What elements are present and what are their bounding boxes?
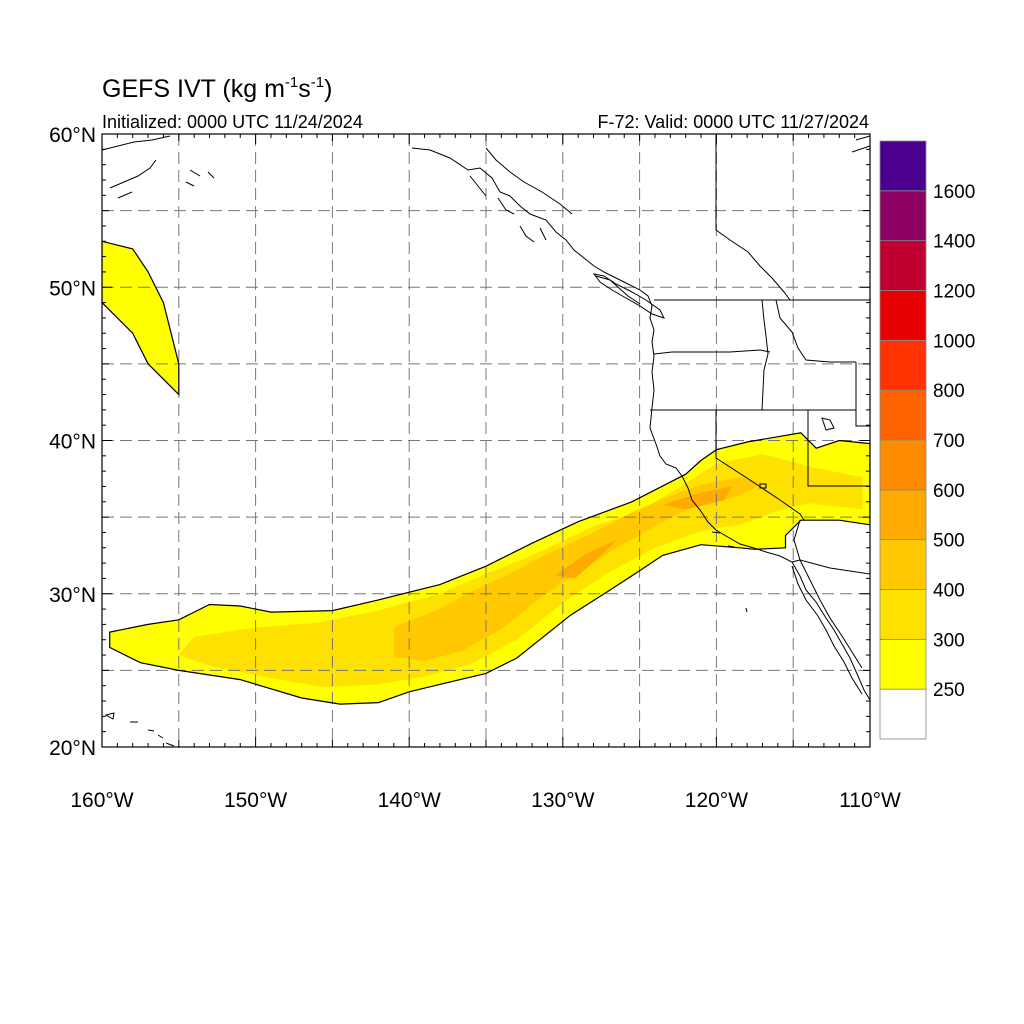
colorbar-label: 600 xyxy=(933,481,965,502)
colorbar-box xyxy=(879,489,927,541)
nevada-utah-border xyxy=(807,410,870,487)
alaska-coastline xyxy=(102,135,171,199)
valid-time: F-72: Valid: 0000 UTC 11/27/2024 xyxy=(598,112,870,132)
gulf-of-california xyxy=(791,559,863,695)
lon-tick-label: 140°W xyxy=(378,789,441,812)
vancouver-island xyxy=(592,273,665,319)
lon-tick-label: 110°W xyxy=(839,789,901,812)
lat-tick-label: 30°N xyxy=(49,584,96,607)
lon-tick-label: 160°W xyxy=(70,789,133,812)
colorbar-box xyxy=(879,688,927,740)
lon-tick-label: 130°W xyxy=(531,789,594,812)
canada-bc-alberta-border xyxy=(715,134,791,301)
ivt-250-outline xyxy=(102,240,180,396)
latitude-labels: 60°N 50°N 40°N 30°N 20°N xyxy=(49,124,96,760)
colorbar-label: 300 xyxy=(933,630,965,651)
lat-tick-label: 20°N xyxy=(49,737,96,760)
coastlines-borders xyxy=(102,134,870,747)
lat-tick-label: 40°N xyxy=(49,431,96,454)
hawaii-islands xyxy=(104,712,175,747)
great-salt-lake xyxy=(821,417,835,431)
axis-ticks xyxy=(101,133,871,748)
map-plot-area xyxy=(102,134,870,747)
lat-tick-label: 50°N xyxy=(49,277,96,300)
colorbar-label: 1200 xyxy=(933,282,975,303)
colorbar-label: 400 xyxy=(933,581,965,602)
alaska-bc-border xyxy=(485,147,573,215)
guadalupe-island xyxy=(745,607,748,613)
hudson-edge xyxy=(851,135,870,153)
ivt-region-500-600 xyxy=(662,486,732,510)
colorbar-labels: 250 300 400 500 600 700 800 1000 1200 1400 1600 xyxy=(933,182,975,701)
colorbar-label: 800 xyxy=(933,381,965,402)
colorbar-label: 1000 xyxy=(933,331,975,352)
colorbar-box xyxy=(879,439,927,491)
colorbar: 250 300 400 500 600 700 800 1000 1200 1400 1600 xyxy=(879,140,975,740)
initialized-time: Initialized: 0000 UTC 11/24/2024 xyxy=(102,112,363,132)
ivt-250-outline xyxy=(109,432,870,705)
colorbar-box xyxy=(879,589,927,640)
inside-passage-islands xyxy=(185,169,641,305)
colorbar-box xyxy=(879,240,927,291)
colorbar-label: 250 xyxy=(933,680,965,701)
ivt-region-250-300 xyxy=(102,241,179,395)
lon-tick-label: 150°W xyxy=(224,789,287,812)
ivt-250-contour xyxy=(102,240,870,705)
north-america-coastline xyxy=(411,147,870,701)
colorbar-boxes xyxy=(879,140,927,740)
colorbar-label: 500 xyxy=(933,531,965,552)
lon-tick-label: 120°W xyxy=(685,789,748,812)
montana-idaho-border xyxy=(775,299,856,363)
colorbar-label: 700 xyxy=(933,431,965,452)
us-mexico-border xyxy=(791,559,801,563)
colorbar-label: 1600 xyxy=(933,182,975,203)
colorbar-box xyxy=(879,290,927,341)
ivt-shading xyxy=(102,241,870,705)
colorbar-box xyxy=(879,190,927,242)
colorbar-box xyxy=(879,389,927,441)
colorbar-label: 1400 xyxy=(933,232,975,253)
wyoming-border xyxy=(855,362,870,427)
idaho-border xyxy=(761,299,769,411)
lake-tahoe xyxy=(759,483,767,489)
longitude-labels: 160°W 150°W 140°W 130°W 120°W 110°W xyxy=(70,789,901,812)
figure-title: GEFS IVT (kg m-1s-1) xyxy=(102,74,332,103)
colorbar-box xyxy=(879,339,927,391)
colorbar-box xyxy=(879,638,927,690)
ivt-region-500-600 xyxy=(555,540,617,579)
colorbar-box xyxy=(879,140,927,192)
oregon-washington-border xyxy=(653,349,771,355)
colorbar-box xyxy=(879,539,927,590)
lat-tick-label: 60°N xyxy=(49,124,96,147)
